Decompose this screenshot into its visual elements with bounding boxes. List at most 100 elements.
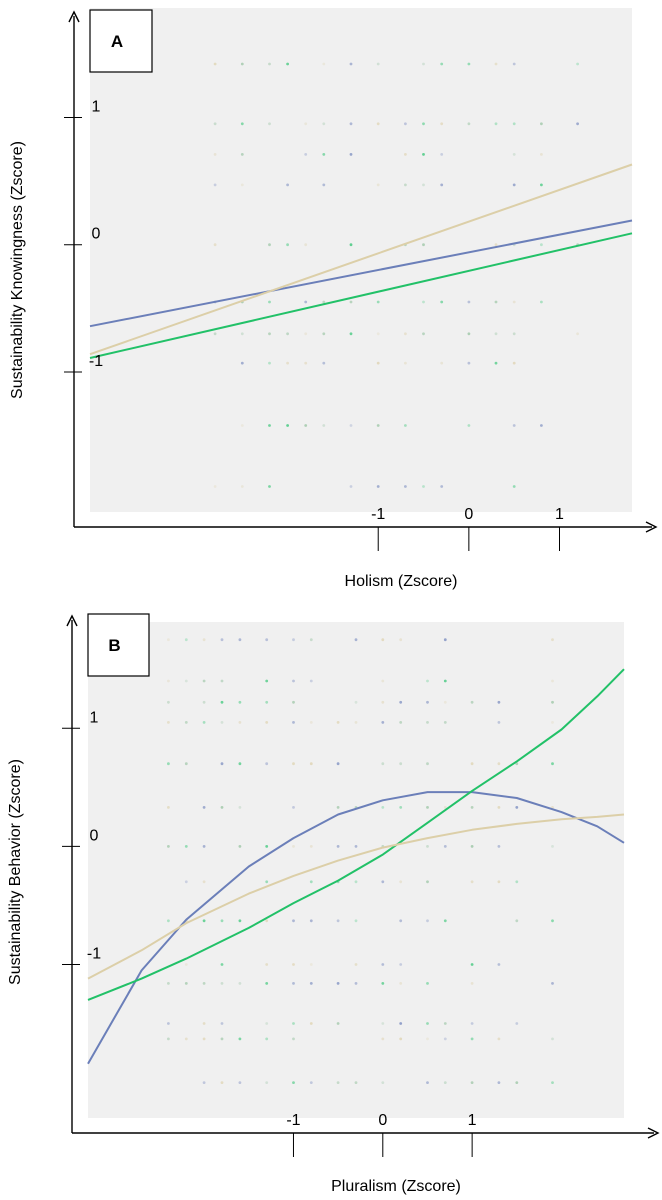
scatter-point bbox=[336, 845, 340, 848]
panel-label: B bbox=[108, 636, 120, 655]
scatter-point bbox=[404, 183, 407, 187]
scatter-point bbox=[265, 845, 269, 848]
scatter-point bbox=[265, 880, 269, 884]
scatter-point bbox=[494, 332, 498, 336]
scatter-point bbox=[376, 424, 380, 427]
scatter-point bbox=[440, 122, 444, 126]
scatter-point bbox=[309, 963, 313, 966]
scatter-point bbox=[443, 806, 447, 809]
scatter-points bbox=[167, 638, 554, 1084]
scatter-point bbox=[540, 122, 543, 126]
scatter-point bbox=[292, 982, 295, 985]
scatter-point bbox=[494, 300, 498, 304]
y-tick-label: -1 bbox=[87, 945, 101, 962]
scatter-point bbox=[309, 919, 313, 923]
scatter-point bbox=[268, 122, 271, 126]
scatter-point bbox=[467, 332, 471, 336]
scatter-point bbox=[309, 1081, 313, 1084]
scatter-point bbox=[354, 721, 358, 724]
scatter-point bbox=[426, 721, 429, 724]
scatter-point bbox=[220, 1081, 224, 1084]
scatter-point bbox=[512, 300, 516, 304]
scatter-point bbox=[336, 982, 340, 985]
scatter-point bbox=[540, 300, 543, 304]
scatter-point bbox=[354, 963, 358, 966]
scatter-point bbox=[399, 638, 403, 642]
scatter-point bbox=[376, 332, 380, 336]
scatter-point bbox=[304, 332, 308, 336]
scatter-point bbox=[426, 679, 429, 683]
scatter-point bbox=[202, 1022, 206, 1025]
scatter-point bbox=[512, 153, 516, 156]
scatter-point bbox=[422, 243, 425, 247]
scatter-point bbox=[213, 243, 217, 247]
scatter-point bbox=[322, 361, 326, 365]
scatter-point bbox=[184, 762, 188, 766]
scatter-point bbox=[238, 700, 242, 704]
scatter-point bbox=[399, 963, 403, 966]
scatter-point bbox=[399, 880, 403, 884]
scatter-point bbox=[512, 183, 516, 187]
scatter-point bbox=[470, 963, 474, 966]
x-tick-label: 0 bbox=[464, 506, 473, 523]
scatter-point bbox=[576, 332, 579, 336]
scatter-point bbox=[540, 153, 543, 156]
scatter-point bbox=[381, 679, 385, 683]
scatter-point bbox=[540, 424, 543, 427]
scatter-point bbox=[422, 485, 425, 488]
scatter-point bbox=[404, 485, 407, 488]
scatter-point bbox=[292, 762, 295, 766]
scatter-point bbox=[268, 485, 271, 488]
series-line-blue bbox=[87, 791, 625, 1065]
scatter-point bbox=[349, 424, 353, 427]
scatter-point bbox=[167, 638, 170, 642]
scatter-point bbox=[540, 243, 543, 247]
scatter-point bbox=[322, 183, 326, 187]
scatter-point bbox=[304, 361, 308, 365]
scatter-point bbox=[202, 919, 206, 923]
panel-b: -1 0 1 -1 0 1 Pluralism (Zscore) Sustainability… bbox=[7, 613, 660, 1195]
scatter-point bbox=[202, 679, 206, 683]
scatter-point bbox=[336, 721, 340, 724]
series-line-green bbox=[87, 668, 625, 1001]
scatter-point bbox=[443, 679, 447, 683]
scatter-point bbox=[512, 122, 516, 126]
scatter-point bbox=[426, 919, 429, 923]
x-axis-title: Pluralism (Zscore) bbox=[331, 1178, 461, 1195]
scatter-point bbox=[426, 1022, 429, 1025]
scatter-point bbox=[497, 806, 501, 809]
scatter-points bbox=[213, 62, 579, 488]
scatter-point bbox=[494, 361, 498, 365]
scatter-point bbox=[422, 332, 425, 336]
scatter-point bbox=[304, 122, 308, 126]
scatter-point bbox=[551, 919, 554, 923]
scatter-point bbox=[443, 700, 447, 704]
scatter-point bbox=[238, 1081, 242, 1084]
scatter-point bbox=[184, 880, 188, 884]
scatter-point bbox=[349, 153, 353, 156]
scatter-point bbox=[376, 485, 380, 488]
scatter-point bbox=[336, 919, 340, 923]
scatter-point bbox=[202, 1037, 206, 1041]
scatter-point bbox=[551, 700, 554, 704]
scatter-point bbox=[497, 762, 501, 766]
scatter-point bbox=[440, 485, 444, 488]
scatter-point bbox=[381, 700, 385, 704]
scatter-point bbox=[309, 982, 313, 985]
scatter-point bbox=[376, 361, 380, 365]
scatter-point bbox=[292, 806, 295, 809]
scatter-point bbox=[240, 122, 244, 126]
scatter-point bbox=[576, 62, 579, 66]
scatter-point bbox=[404, 122, 407, 126]
scatter-point bbox=[497, 721, 501, 724]
scatter-point bbox=[336, 1022, 340, 1025]
scatter-point bbox=[220, 762, 224, 766]
scatter-point bbox=[470, 700, 474, 704]
scatter-point bbox=[440, 183, 444, 187]
scatter-point bbox=[292, 679, 295, 683]
scatter-point bbox=[551, 721, 554, 724]
scatter-point bbox=[184, 679, 188, 683]
scatter-point bbox=[551, 679, 554, 683]
scatter-point bbox=[349, 62, 353, 66]
scatter-point bbox=[399, 806, 403, 809]
